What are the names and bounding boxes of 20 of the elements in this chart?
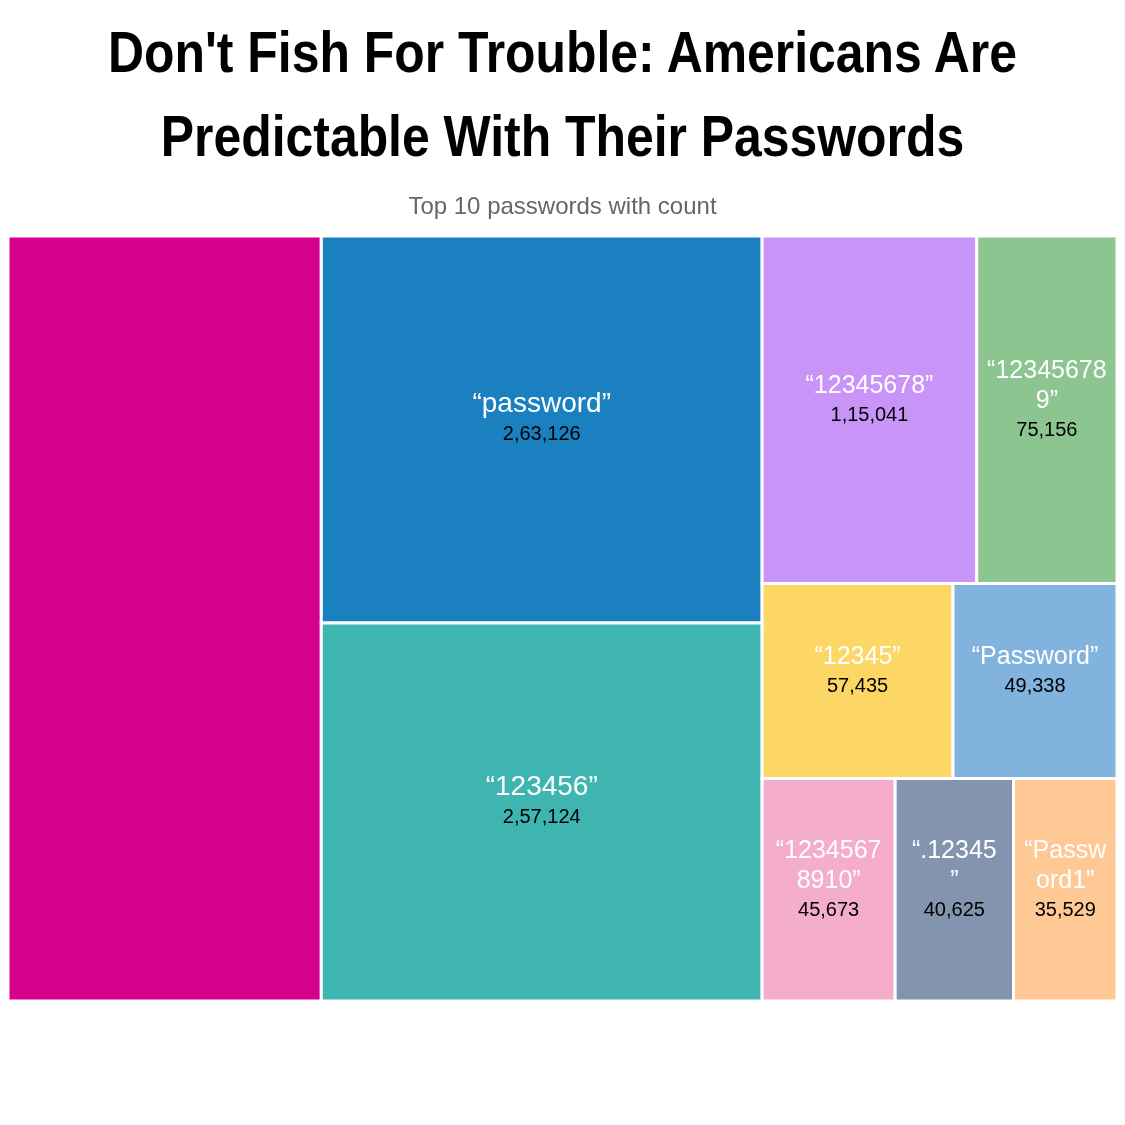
data-label: 57,435 xyxy=(826,673,889,696)
category-label: “Password1” xyxy=(1024,834,1108,893)
category-label: “12345678” xyxy=(805,369,934,398)
text: Don't Fish For Trouble: Americans Are Predictable With Their Passwords xyxy=(107,18,1018,170)
category-label: “.12345” xyxy=(911,834,997,893)
data-label: 45,673 xyxy=(798,897,860,920)
data-label: 1,15,041 xyxy=(830,402,909,425)
data-label: 40,625 xyxy=(923,897,985,920)
data-label: 35,529 xyxy=(1034,897,1096,920)
category-label: “Password” xyxy=(971,640,1099,669)
category-label: “123456” xyxy=(485,769,598,801)
data-label: 75,156 xyxy=(1016,417,1078,440)
data-label: 49,338 xyxy=(1004,673,1066,696)
data-label: 2,63,126 xyxy=(502,422,581,445)
text: Top 10 passwords with count xyxy=(407,192,718,220)
category-label: “12345678910” xyxy=(775,834,882,893)
category-label: “12345” xyxy=(814,640,901,669)
category-label: “password” xyxy=(472,387,611,419)
category-label: “123456789” xyxy=(987,354,1107,413)
data-label: 2,57,124 xyxy=(502,804,581,827)
